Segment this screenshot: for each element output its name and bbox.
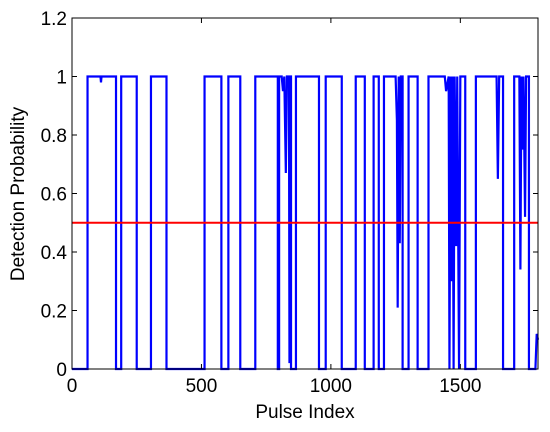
x-tick-label: 1000 (310, 376, 352, 397)
plot-area (72, 18, 538, 369)
x-tick-label: 500 (186, 376, 218, 397)
y-tick-label: 1 (56, 68, 67, 89)
y-tick-label: 0.4 (41, 243, 68, 264)
y-tick-label: 1.2 (41, 9, 67, 30)
y-tick-label: 0 (56, 360, 67, 381)
y-tick-label: 0.6 (41, 185, 67, 206)
y-tick-label: 0.8 (41, 126, 67, 147)
y-axis-label: Detection Probability (8, 106, 29, 281)
x-axis-label: Pulse Index (255, 402, 355, 423)
x-tick-label: 1500 (439, 376, 481, 397)
x-tick-label: 0 (67, 376, 78, 397)
data-line (72, 75, 540, 371)
y-tick-label: 0.2 (41, 302, 67, 323)
